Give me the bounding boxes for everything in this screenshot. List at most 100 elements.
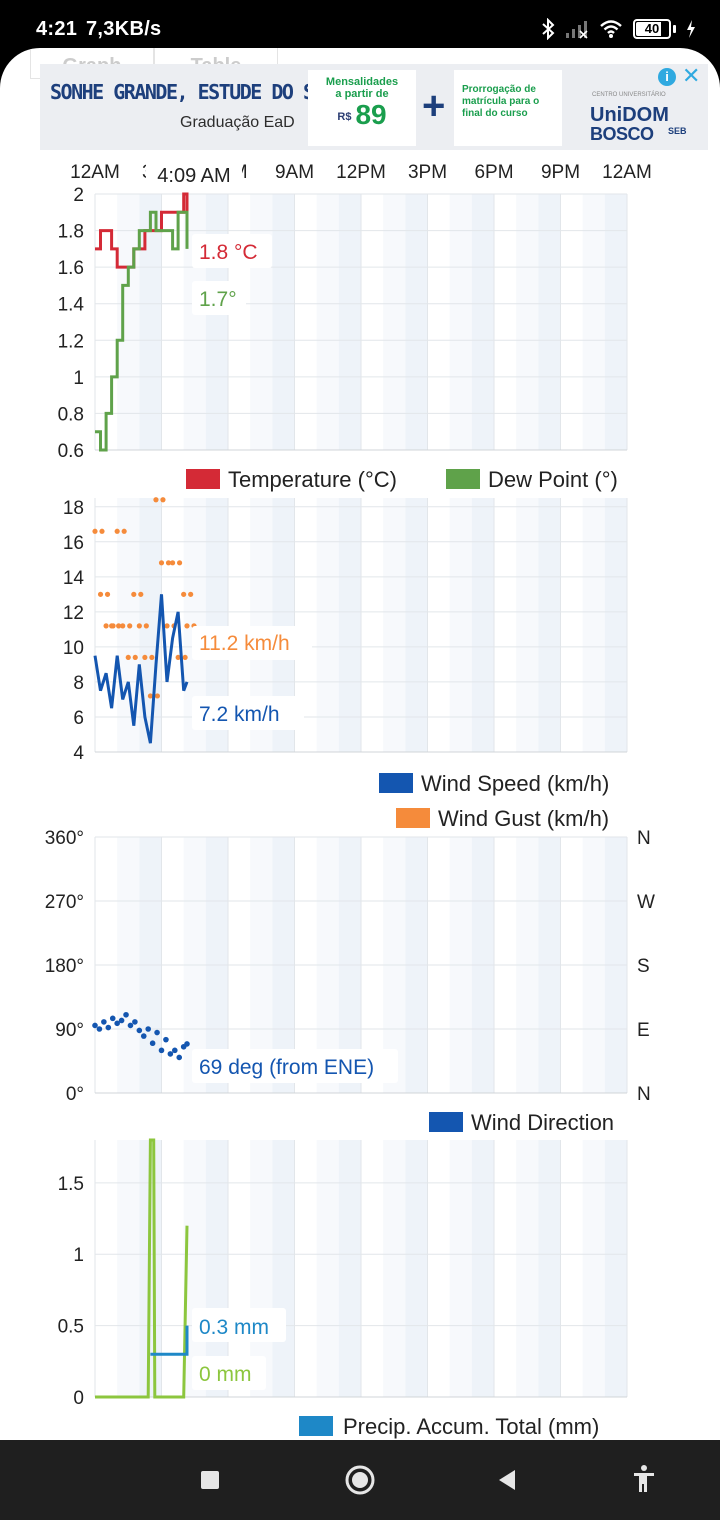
direction-point [123, 1011, 129, 1018]
accum-current-label: 0.3 mm [199, 1316, 269, 1339]
gust-point [120, 623, 126, 629]
gust-point [149, 654, 155, 661]
y-tick-label: N [637, 1084, 651, 1105]
y-tick-label: 0.8 [58, 404, 84, 425]
wind-gust-legend-swatch [396, 808, 430, 828]
gust-point [158, 560, 165, 566]
y-tick-label: 1.4 [58, 295, 85, 316]
time-band [516, 498, 539, 752]
dewpoint-series-line [95, 210, 189, 452]
gust-point [184, 623, 190, 629]
home-icon[interactable] [344, 1464, 376, 1496]
direction-point [167, 1051, 174, 1057]
network-speed: 7,3KB/s [86, 18, 162, 40]
accessibility-icon[interactable] [632, 1464, 656, 1494]
wind-speed-series-line [93, 594, 189, 744]
y-tick-label: 270° [45, 892, 84, 913]
dewpoint-legend-swatch [446, 469, 480, 489]
direction-point [118, 1017, 125, 1024]
direction-compass-axis: N W S E N [637, 828, 655, 1105]
y-tick-label: 10 [63, 638, 84, 659]
direction-point [145, 1026, 151, 1032]
ad-price-box: Mensalidades a partir de R$ 89 [308, 70, 416, 146]
time-band [338, 1140, 361, 1397]
direction-point [96, 1026, 103, 1032]
direction-point [114, 1020, 120, 1027]
time-band [272, 194, 295, 450]
temp-y-axis: 2 1.8 1.6 1.4 1.2 1 0.8 0.6 [58, 185, 85, 462]
gust-point [160, 497, 166, 503]
gust-point [121, 528, 127, 534]
y-tick-label: 16 [63, 533, 84, 554]
gust-point [97, 591, 104, 597]
time-band [405, 498, 428, 752]
y-tick-label: 12 [63, 603, 84, 624]
precip-y-axis: 1.5 1 0.5 0 [58, 1174, 84, 1409]
time-band [117, 1140, 140, 1397]
y-tick-label: 360° [45, 828, 84, 849]
wind-chart: 18 16 14 12 10 8 6 4 11.2 km/h 7.2 km/h Wind Sp… [63, 497, 628, 831]
ad-info-icon[interactable]: i [658, 68, 676, 86]
dewpoint-legend-label: Dew Point (°) [488, 467, 618, 492]
gust-point [116, 623, 122, 629]
time-band [449, 194, 472, 450]
ad-brand-line1: UniDOM [590, 104, 669, 126]
time-band [538, 498, 561, 752]
battery-icon: 40 [633, 19, 671, 39]
gust-point [175, 654, 181, 661]
rate-current-label: 0 mm [199, 1363, 252, 1386]
time-band [139, 498, 162, 752]
ad-offer-box: Prorrogação de matrícula para o final do… [454, 70, 562, 146]
direction-point [176, 1054, 183, 1061]
direction-point [172, 1047, 178, 1054]
time-band [582, 498, 605, 752]
gust-point [165, 560, 172, 566]
gust-point [142, 654, 148, 661]
y-tick-label: 2 [73, 185, 84, 206]
time-band [582, 1140, 605, 1397]
back-icon[interactable] [495, 1468, 517, 1492]
time-band [405, 194, 428, 450]
battery-tip [673, 25, 676, 33]
gust-point [143, 623, 149, 629]
wind-direction-chart: 360° 270° 180° 90° 0° N W S E N 69 deg (from ENE… [45, 828, 655, 1135]
time-band [516, 1140, 539, 1397]
dew-current-label: 1.7° [199, 288, 237, 311]
y-tick-label: 180° [45, 956, 84, 977]
time-tick-label: 12AM [70, 162, 120, 183]
ad-price-line2: a partir de [335, 88, 389, 100]
ad-price: R$ 89 [308, 100, 416, 132]
ad-banner[interactable]: SONHE GRANDE, ESTUDE DO SEU JEITO Gradua… [40, 64, 708, 150]
gust-point [154, 693, 161, 699]
system-nav-bar [0, 1440, 720, 1520]
y-tick-label: 6 [73, 708, 84, 729]
gust-point [109, 623, 115, 629]
time-band [604, 1140, 627, 1397]
ad-brand-seb: SEB [668, 126, 687, 136]
signal-icon [566, 21, 588, 39]
y-tick-label: 18 [63, 498, 84, 519]
time-band [471, 498, 494, 752]
time-band [139, 194, 162, 450]
y-tick-label: 0° [66, 1084, 84, 1105]
gust-point [181, 591, 187, 597]
ad-price-line1: Mensalidades [325, 76, 399, 88]
y-tick-label: 1 [73, 1245, 84, 1266]
direction-point [154, 1029, 160, 1036]
gust-point [136, 623, 142, 629]
time-band [516, 194, 539, 450]
y-tick-label: 1 [73, 368, 84, 389]
time-tick-label: 12AM [602, 162, 652, 183]
wind-gust-legend-label: Wind Gust (km/h) [438, 806, 609, 831]
y-tick-label: 4 [73, 743, 84, 764]
time-band [205, 194, 228, 450]
ad-close-icon[interactable]: ✕ [682, 64, 701, 88]
clock: 4:21 [36, 18, 78, 40]
time-tick-label: 12PM [336, 162, 386, 183]
gust-current-label: 11.2 km/h [199, 632, 290, 655]
rate-value-badge [192, 1356, 266, 1390]
wind-gust-series [92, 497, 197, 699]
ad-plus-icon: + [422, 84, 446, 128]
recents-icon[interactable] [199, 1469, 221, 1491]
y-tick-label: 0.6 [58, 441, 84, 462]
